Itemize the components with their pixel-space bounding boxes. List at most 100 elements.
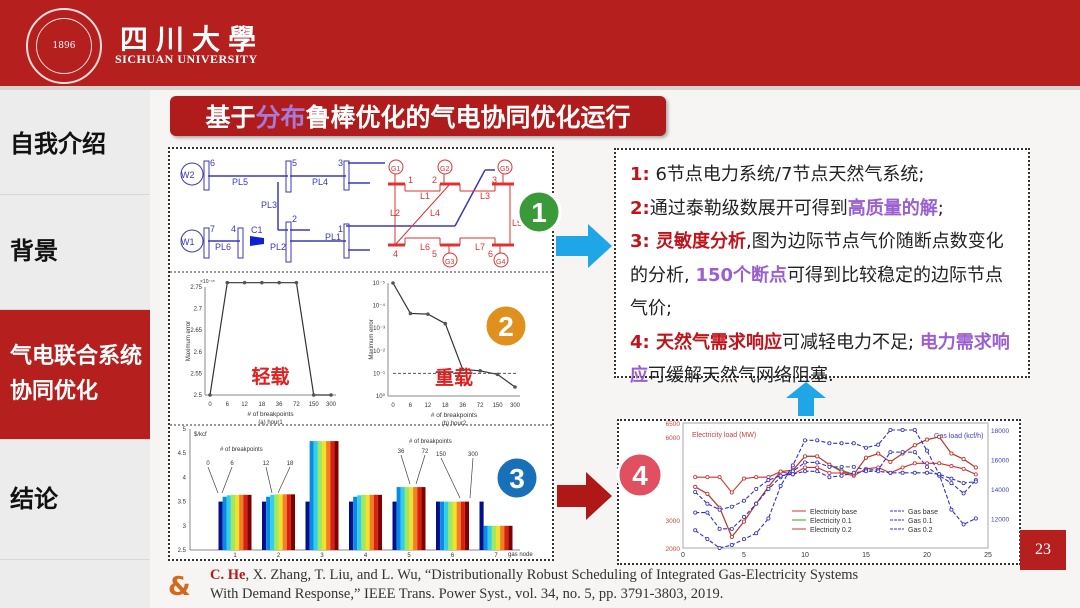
diagram-label: G3 — [445, 259, 454, 266]
chart-annotation: 轻载 — [251, 365, 289, 388]
sidebar-item-conclusion[interactable]: 结论 — [0, 440, 150, 560]
diagram-label: PL3 — [261, 200, 277, 210]
diagram-label: PL5 — [232, 177, 248, 187]
x-tick-label: 300 — [326, 402, 337, 408]
bar — [404, 487, 409, 550]
data-point — [391, 281, 395, 285]
data-point — [839, 441, 844, 446]
chart-annotation: 重载 — [435, 366, 473, 389]
x-axis-label: # of breakpoints — [431, 412, 478, 419]
bar — [500, 525, 505, 550]
diagram-label: 1 — [408, 175, 413, 185]
bar — [491, 525, 496, 550]
data-point — [937, 472, 942, 477]
x-tick-label: 6 — [451, 553, 455, 559]
data-point — [815, 438, 820, 443]
legend-title: # of breakpoints — [409, 439, 452, 445]
data-point — [478, 369, 482, 373]
y-left-tick-label: 2000 — [666, 546, 681, 553]
diagram-label: 6 — [488, 249, 493, 259]
data-point — [876, 469, 881, 474]
badge-number: 2 — [498, 311, 514, 342]
diagram-label: L6 — [420, 242, 430, 252]
sidebar-item-intro[interactable]: 自我介绍 — [0, 95, 150, 195]
data-point — [815, 454, 820, 459]
x-tick-label: 6 — [409, 403, 413, 409]
bar — [479, 501, 484, 550]
x-tick-label: 5 — [407, 553, 411, 559]
bar — [309, 441, 314, 550]
sidebar-item-background[interactable]: 背景 — [0, 195, 150, 310]
x-tick-label: 15 — [862, 552, 870, 559]
data-point — [851, 470, 856, 475]
data-point — [888, 427, 893, 432]
well-w1 — [180, 229, 204, 253]
data-point — [815, 469, 820, 474]
bar — [290, 494, 295, 550]
series-line — [694, 436, 977, 538]
data-point — [225, 280, 230, 285]
chart-hour1: 0 6 12 18 36 72 150 300 2.5 2.55 2.6 2.65 2.7 2.75 # o… — [186, 279, 337, 426]
sidebar-item-gas-electric[interactable]: 气电联合系统协同优化 — [0, 310, 162, 440]
data-point — [949, 464, 954, 469]
annotation-arrow — [221, 466, 233, 494]
data-point — [925, 437, 930, 442]
breakpoint-label: 0 — [206, 461, 210, 467]
data-point — [839, 464, 844, 469]
y-tick-label: 5 — [183, 427, 187, 433]
university-name-en: SICHUAN UNIVERSITY — [115, 52, 258, 66]
data-point — [460, 367, 465, 372]
diagram-label: 6 — [210, 158, 215, 168]
bar — [222, 496, 227, 550]
well-w2 — [180, 162, 204, 186]
bar — [266, 496, 271, 550]
data-point — [900, 450, 905, 455]
diagram-label: G1 — [391, 166, 400, 173]
data-point — [827, 475, 832, 480]
data-point — [705, 501, 710, 506]
data-point — [912, 461, 917, 466]
diagram-label: W2 — [181, 170, 195, 180]
bar — [235, 494, 240, 550]
bar — [334, 441, 339, 550]
header-divider — [0, 86, 1080, 90]
data-point — [742, 515, 747, 520]
gas-node-bar — [285, 221, 292, 263]
bar — [396, 487, 401, 550]
data-point — [949, 476, 954, 481]
reference-logo-icon: & — [168, 572, 191, 602]
data-point — [693, 489, 698, 494]
data-point — [426, 312, 430, 316]
badge-2 — [483, 303, 529, 349]
data-point — [717, 526, 722, 531]
data-point — [925, 461, 930, 466]
data-point — [876, 451, 881, 456]
x-axis-label: # of breakpoints — [247, 411, 294, 418]
x-axis-label: gas node — [508, 552, 533, 558]
diagram-label: PL6 — [215, 242, 231, 252]
annotation-arrow — [207, 466, 219, 494]
y-multiplier: ×10⁻¹⁵ — [200, 279, 215, 285]
data-point — [742, 537, 747, 542]
data-point — [729, 504, 734, 509]
bar — [349, 501, 354, 550]
y-tick-label: 2.75 — [190, 285, 202, 291]
data-point — [803, 469, 808, 474]
x-tick-label: 18 — [442, 403, 449, 409]
data-point — [912, 470, 917, 475]
series-line — [695, 451, 977, 530]
y-axis-label: Maximum error — [369, 319, 375, 359]
bar — [230, 494, 235, 550]
power-line — [394, 183, 451, 246]
y-tick-label: 2.6 — [194, 350, 203, 356]
badge-number: 1 — [531, 197, 547, 228]
data-point — [839, 469, 844, 474]
data-point — [729, 490, 734, 495]
data-point — [742, 476, 747, 481]
gas-node-bar — [203, 227, 210, 259]
y-left-tick-label: 6500 — [666, 421, 681, 428]
bar — [326, 441, 331, 550]
y-right-axis-label: Gas load (kcf/h) — [934, 433, 983, 440]
data-point — [864, 455, 869, 460]
annotation-arrow — [265, 466, 273, 494]
